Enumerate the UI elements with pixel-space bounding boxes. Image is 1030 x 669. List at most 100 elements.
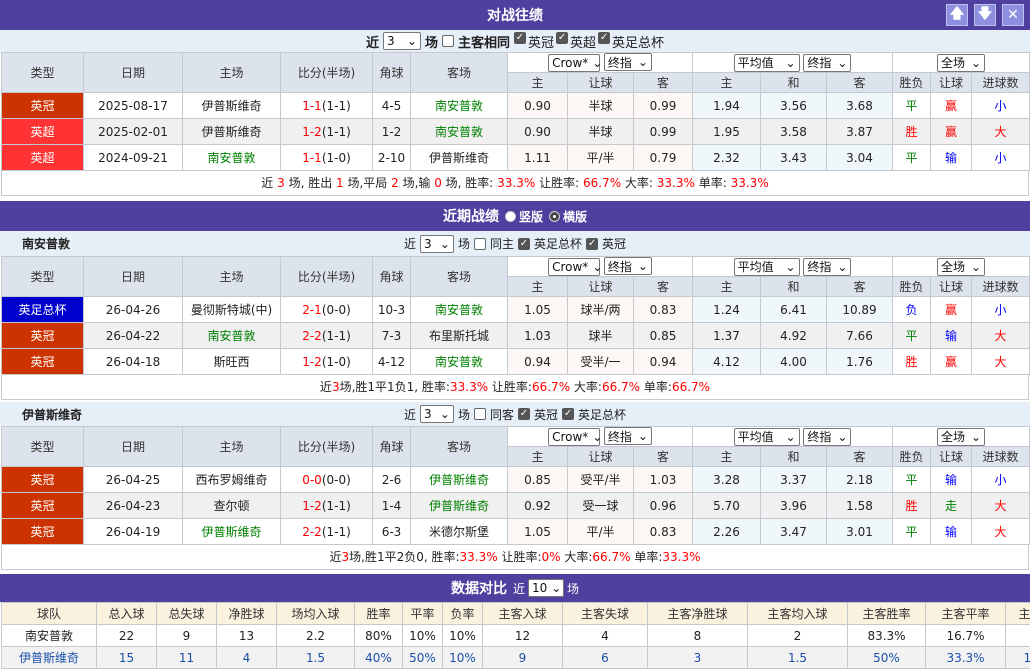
match-score[interactable]: 1-2(1-1)	[281, 493, 373, 519]
compare-header: 总失球	[157, 603, 217, 625]
home-team[interactable]: 曼彻斯特城(中)	[183, 297, 281, 323]
euro-final-select[interactable]: 终指⌄	[803, 428, 851, 446]
subheader: 和	[761, 73, 827, 93]
away-odds: 0.85	[634, 323, 693, 349]
vertical-radio[interactable]	[505, 211, 516, 222]
compare-value: 1.5	[277, 647, 355, 669]
corner-count: 6-3	[373, 519, 411, 545]
away-team[interactable]: 南安普敦	[411, 297, 508, 323]
same-venue-label: 同主	[490, 235, 514, 252]
corner-count: 10-3	[373, 297, 411, 323]
home-team[interactable]: 伊普斯维奇	[183, 93, 281, 119]
match-date: 26-04-18	[84, 349, 183, 375]
header-date: 日期	[84, 53, 183, 93]
home-team[interactable]: 伊普斯维奇	[183, 119, 281, 145]
period-select[interactable]: 全场⌄	[937, 428, 985, 446]
match-score[interactable]: 1-1(1-0)	[281, 145, 373, 171]
away-team[interactable]: 布里斯托城	[411, 323, 508, 349]
league-checkbox[interactable]: ✓	[556, 32, 568, 44]
handicap-final-select[interactable]: 终指 ⌄	[604, 427, 652, 445]
league-checkbox[interactable]: ✓	[586, 238, 598, 250]
up-arrow-icon[interactable]: 🡅	[946, 4, 968, 26]
compare-value: 0%	[1006, 625, 1030, 647]
recent-count-select[interactable]: 3⌄	[420, 235, 454, 253]
company-select[interactable]: Crow*⌄	[548, 428, 600, 446]
recent-count-select[interactable]: 3⌄	[420, 405, 454, 423]
league-label: 英足总杯	[612, 32, 664, 51]
match-score[interactable]: 2-2(1-1)	[281, 519, 373, 545]
result: 负	[893, 297, 931, 323]
corner-count: 1-4	[373, 493, 411, 519]
horizontal-radio[interactable]	[549, 211, 560, 222]
away-team[interactable]: 伊普斯维奇	[411, 145, 508, 171]
handicap-line: 平/半	[568, 519, 634, 545]
average-select[interactable]: 平均值⌄	[734, 428, 800, 446]
chevron-down-icon: ⌄	[407, 34, 417, 48]
handicap-line: 球半	[568, 323, 634, 349]
summary-text: 单率:	[640, 380, 672, 394]
home-team[interactable]: 斯旺西	[183, 349, 281, 375]
header-corner: 角球	[373, 427, 411, 467]
league-checkbox[interactable]: ✓	[562, 408, 574, 420]
match-score[interactable]: 2-1(0-0)	[281, 297, 373, 323]
away-team[interactable]: 米德尔斯堡	[411, 519, 508, 545]
average-select[interactable]: 平均值⌄	[734, 54, 800, 72]
h2h-count-select[interactable]: 3⌄	[383, 32, 421, 50]
match-score[interactable]: 1-1(1-1)	[281, 93, 373, 119]
average-select[interactable]: 平均值⌄	[734, 258, 800, 276]
period-select[interactable]: 全场⌄	[937, 54, 985, 72]
euro-away: 2.18	[827, 467, 893, 493]
header-date: 日期	[84, 257, 183, 297]
subheader: 让球	[568, 447, 634, 467]
team-name: 伊普斯维奇	[2, 647, 97, 669]
away-team[interactable]: 伊普斯维奇	[411, 467, 508, 493]
summary-text: 33.3%	[497, 176, 535, 190]
away-team[interactable]: 南安普敦	[411, 93, 508, 119]
away-team[interactable]: 南安普敦	[411, 119, 508, 145]
same-venue-checkbox[interactable]	[474, 238, 486, 250]
away-team[interactable]: 伊普斯维奇	[411, 493, 508, 519]
league-checkbox[interactable]: ✓	[518, 408, 530, 420]
same-venue-checkbox[interactable]	[474, 408, 486, 420]
match-score[interactable]: 1-2(1-0)	[281, 349, 373, 375]
compare-value: 80%	[355, 625, 403, 647]
odds-selector-cell: Crow*⌄ 终指 ⌄	[508, 427, 693, 447]
handicap-final-select[interactable]: 终指⌄	[604, 257, 652, 275]
handicap-final-select[interactable]: 终指⌄	[604, 53, 652, 71]
match-score[interactable]: 2-2(1-1)	[281, 323, 373, 349]
summary-text: 近	[320, 380, 332, 394]
league-checkbox[interactable]: ✓	[514, 32, 526, 44]
away-team[interactable]: 南安普敦	[411, 349, 508, 375]
handicap-final-select-value: 终指	[608, 428, 632, 445]
league-checkbox[interactable]: ✓	[598, 32, 610, 44]
euro-final-select[interactable]: 终指⌄	[803, 54, 851, 72]
handicap-line: 球半/两	[568, 297, 634, 323]
full-score: 2-2	[302, 525, 322, 539]
chevron-down-icon: ⌄	[638, 429, 648, 443]
company-select[interactable]: Crow*⌄	[548, 54, 600, 72]
company-select[interactable]: Crow*⌄	[548, 258, 600, 276]
home-team[interactable]: 伊普斯维奇	[183, 519, 281, 545]
away-odds: 0.99	[634, 93, 693, 119]
same-home-label: 主客相同	[458, 32, 510, 51]
compare-value: 83.3%	[848, 625, 926, 647]
home-team[interactable]: 南安普敦	[183, 145, 281, 171]
handicap-result: 赢	[931, 119, 972, 145]
header-home: 主场	[183, 427, 281, 467]
compare-count-select[interactable]: 10⌄	[528, 579, 564, 597]
same-home-checkbox[interactable]	[442, 35, 454, 47]
home-team[interactable]: 西布罗姆维奇	[183, 467, 281, 493]
close-icon[interactable]: ✕	[1002, 4, 1024, 26]
home-team[interactable]: 查尔顿	[183, 493, 281, 519]
down-arrow-icon[interactable]: 🡇	[974, 4, 996, 26]
match-score[interactable]: 0-0(0-0)	[281, 467, 373, 493]
period-select[interactable]: 全场⌄	[937, 258, 985, 276]
euro-final-select[interactable]: 终指⌄	[803, 258, 851, 276]
header-score: 比分(半场)	[281, 257, 373, 297]
match-score[interactable]: 1-2(1-1)	[281, 119, 373, 145]
home-team[interactable]: 南安普敦	[183, 323, 281, 349]
away-odds: 0.96	[634, 493, 693, 519]
league-checkbox[interactable]: ✓	[518, 238, 530, 250]
euro-final-select-value: 终指	[807, 258, 831, 275]
